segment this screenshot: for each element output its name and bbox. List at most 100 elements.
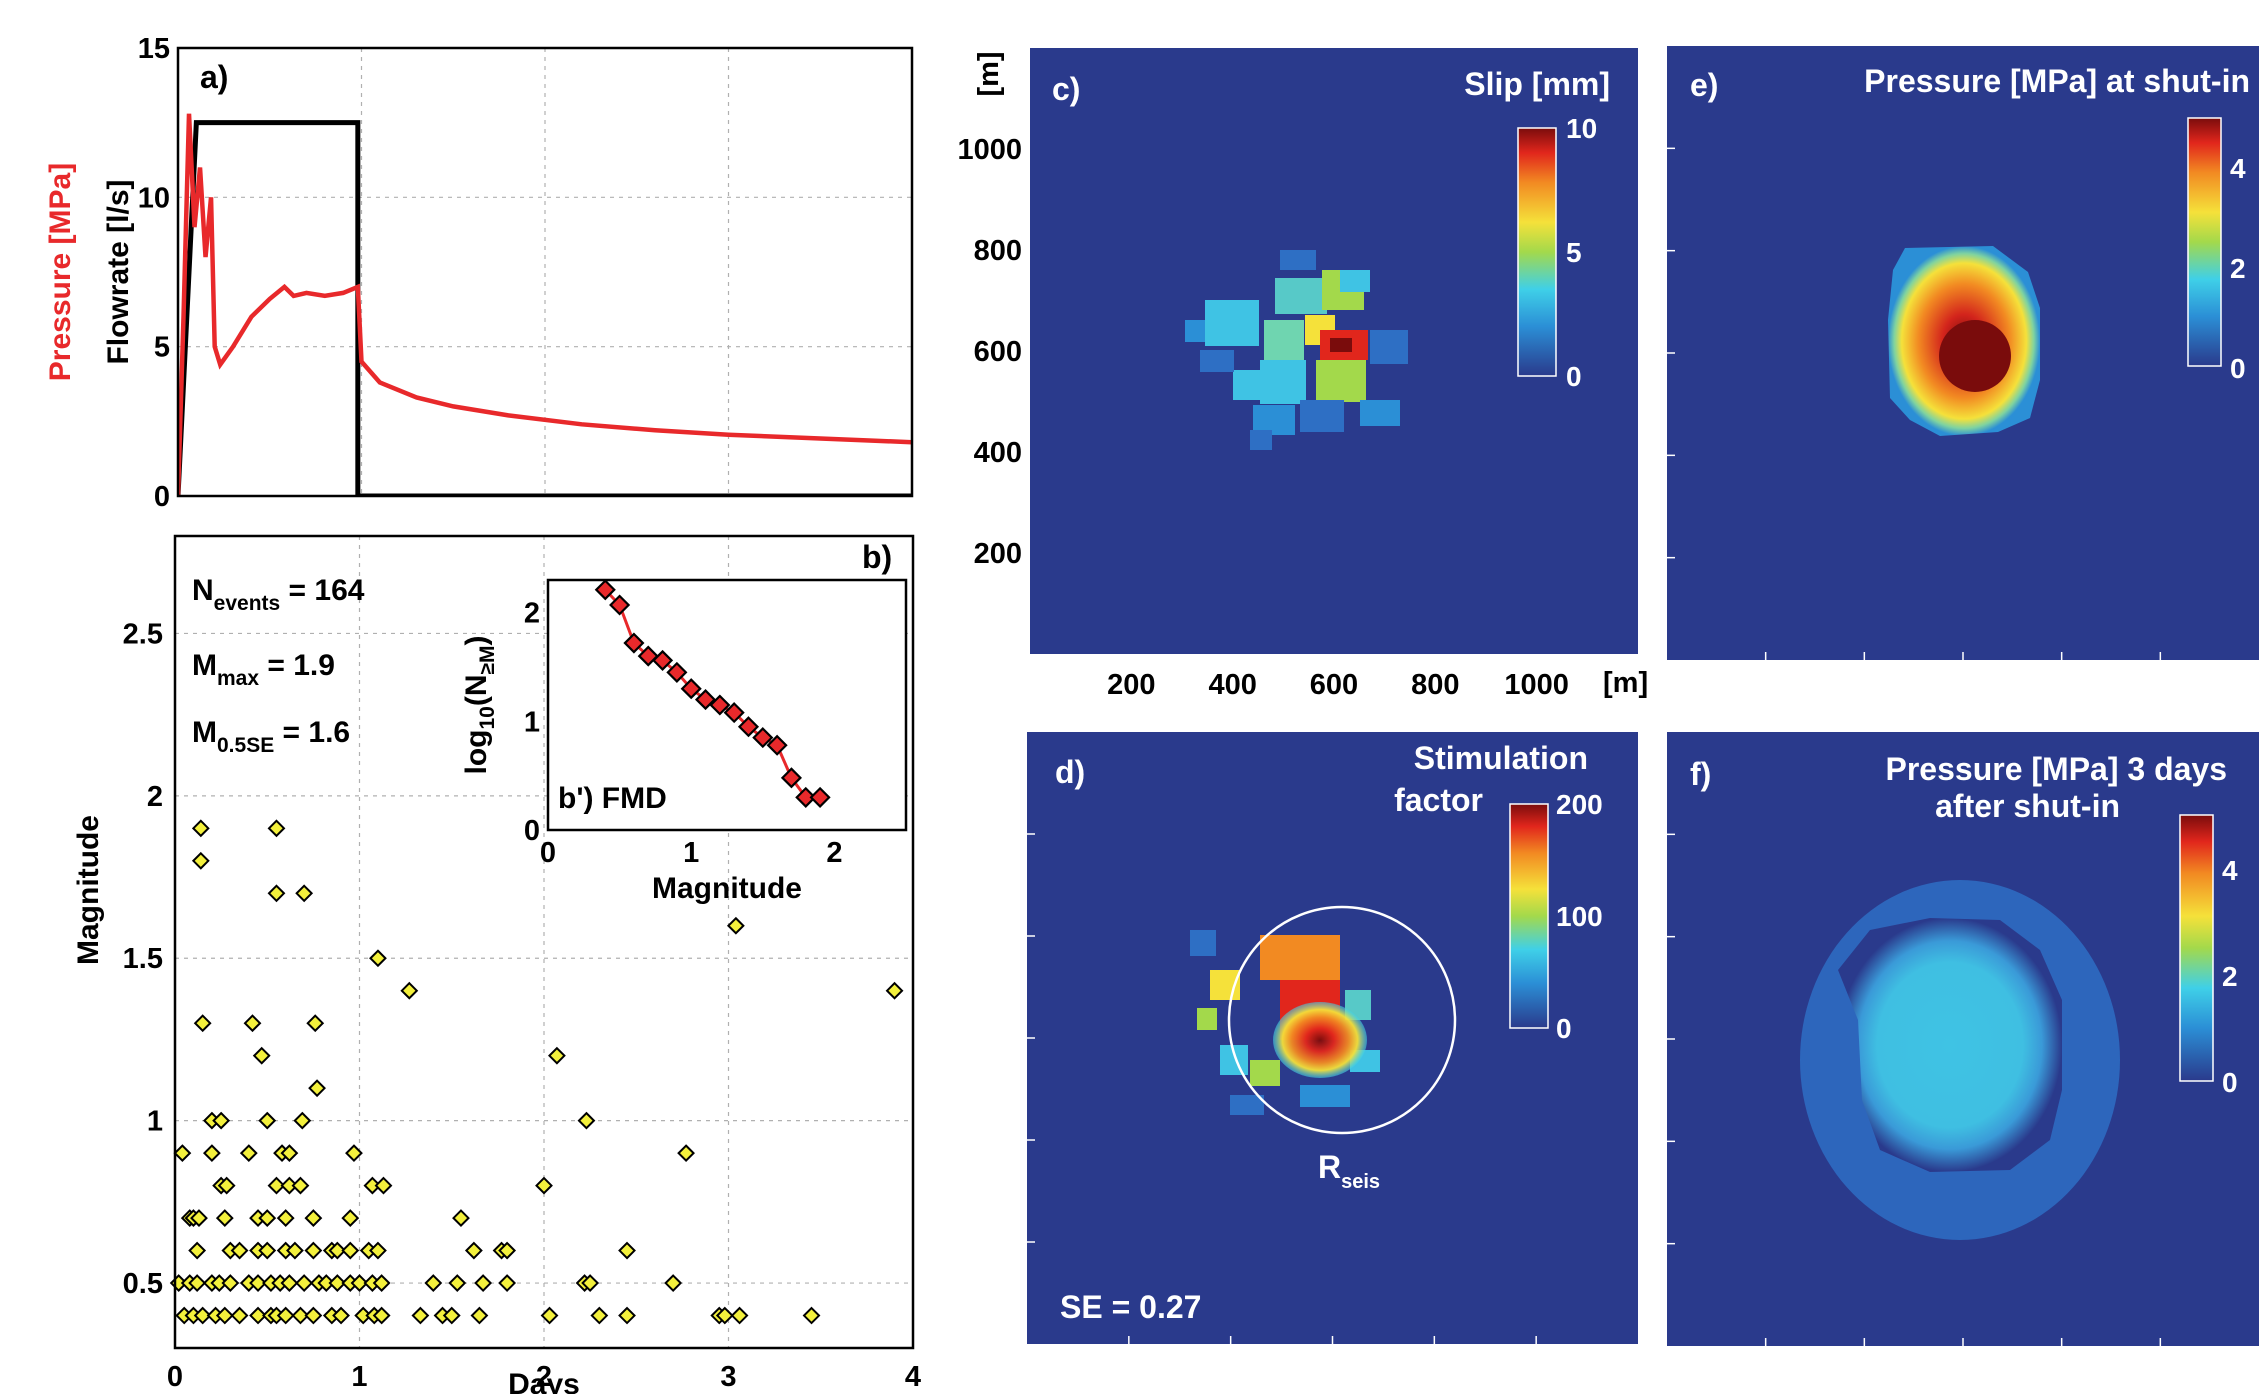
event-marker — [442, 1306, 461, 1325]
panel-a-ticks: 0 5 10 15 — [138, 33, 170, 513]
event-marker — [308, 1079, 326, 1098]
panel-d-title: d) — [1055, 754, 1085, 790]
event-marker — [239, 1144, 258, 1163]
event-marker — [267, 884, 286, 903]
pressure-shutin-colorbar-tick: 4 — [2230, 153, 2246, 184]
slip-colorbar-title: Slip [mm] — [1464, 66, 1610, 102]
fmd-point — [709, 694, 731, 716]
panel-b-xtick-label: 0 — [167, 1361, 183, 1393]
event-marker — [267, 1176, 286, 1195]
fmd-inset-xlabel: Magnitude — [652, 872, 802, 905]
panel-b-ytick-label: 2.5 — [123, 618, 163, 650]
panel-e-axis-ticks — [1667, 147, 2162, 660]
event-marker — [215, 1209, 234, 1227]
pressure-3days-colorbar-title-line1: Pressure [MPa] 3 days — [1886, 751, 2228, 787]
panel-c-xtick-label: 800 — [1411, 669, 1459, 701]
slip-patch — [1264, 320, 1304, 360]
panel-c-xtick-label: 400 — [1208, 669, 1256, 701]
panel-c-xtick-label: 200 — [1107, 669, 1155, 701]
event-marker — [193, 1306, 212, 1325]
event-marker — [293, 1111, 312, 1130]
panel-c: c) Slip [mm] 0 5 10 200 400 600 800 1000 200 400… — [957, 48, 1648, 701]
event-marker — [173, 1144, 192, 1163]
panel-b-xtick-label: 1 — [351, 1361, 367, 1393]
event-marker — [306, 1014, 325, 1033]
event-marker — [280, 1144, 299, 1163]
panel-b-xtick-label: 2 — [536, 1361, 552, 1393]
panel-c-xtick-label: 1000 — [1504, 669, 1569, 701]
panel-c-ytick-label: 200 — [974, 538, 1022, 570]
panel-b-xtick-label: 4 — [905, 1361, 921, 1393]
panel-b-xtick-label: 3 — [720, 1361, 736, 1393]
panel-c-yunit: [m] — [973, 51, 1005, 96]
panel-a-frame — [176, 46, 914, 498]
event-marker — [243, 1014, 262, 1033]
event-marker — [590, 1306, 609, 1325]
fmd-inset: 0 1 2 0 1 2 b') FMD Magnitude log10(N≥M) — [460, 578, 908, 905]
event-marker — [286, 1241, 304, 1260]
panel-c-axis-ticks: 200 400 600 800 1000 200 400 600 800 1000 — [957, 134, 1568, 701]
n-events-stat: Nevents = 164 — [192, 574, 365, 615]
panel-b-ytick-label: 0.5 — [123, 1268, 163, 1300]
slip-patch — [1185, 320, 1205, 342]
slip-patch — [1316, 360, 1366, 402]
panel-b-ytick-label: 1.5 — [123, 943, 163, 975]
m-05se-stat: M0.5SE = 1.6 — [192, 716, 350, 757]
event-marker — [448, 1274, 467, 1292]
stimulation-colorbar-title-line1: Stimulation — [1414, 740, 1588, 776]
pressure-3days-colorbar-tick: 2 — [2222, 961, 2238, 992]
event-marker — [295, 1274, 314, 1292]
fmd-point — [752, 727, 774, 749]
event-marker — [304, 1209, 323, 1227]
event-marker — [217, 1176, 236, 1195]
panel-b-title: b) — [862, 539, 892, 575]
fmd-point — [694, 689, 717, 711]
event-marker — [540, 1306, 559, 1325]
event-marker — [328, 1274, 347, 1292]
fmd-ytick-label: 1 — [524, 706, 540, 738]
slip-patch — [1200, 350, 1234, 372]
slip-colorbar-tick: 10 — [1566, 113, 1597, 144]
slip-patch — [1205, 300, 1259, 346]
fmd-inset-title: b') FMD — [558, 782, 667, 815]
panel-c-ytick-label: 400 — [974, 437, 1022, 469]
fmd-point — [723, 702, 745, 724]
stimulation-patch — [1230, 1095, 1264, 1115]
slip-patch — [1280, 250, 1316, 270]
panel-b-frame — [173, 534, 915, 1350]
event-marker — [280, 1274, 299, 1292]
slip-colorbar-tick: 0 — [1566, 361, 1582, 392]
stimulation-colorbar-tick: 100 — [1556, 901, 1603, 932]
m-max-stat: Mmax = 1.9 — [192, 649, 335, 690]
panel-b-ytick-label: 1 — [147, 1106, 163, 1138]
panel-f-axis-ticks — [1667, 833, 2162, 1346]
event-marker — [291, 1306, 310, 1325]
event-marker — [452, 1209, 470, 1227]
slip-colorbar-tick: 5 — [1566, 237, 1582, 268]
stimulation-patch — [1190, 930, 1216, 956]
event-marker — [188, 1274, 207, 1292]
event-marker — [400, 981, 419, 1000]
stimulation-patch — [1250, 1060, 1280, 1086]
stimulation-colorbar-tick: 200 — [1556, 789, 1603, 820]
panel-a-ytick-label: 15 — [138, 33, 170, 65]
panel-b-points — [169, 819, 904, 1325]
event-marker — [618, 1241, 636, 1260]
slip-patch — [1370, 330, 1408, 364]
pressure-3days-colorbar-tick: 4 — [2222, 855, 2238, 886]
pressure-shutin-core — [1939, 320, 2011, 392]
fmd-point — [609, 594, 631, 616]
pressure-shutin-colorbar-title: Pressure [MPa] at shut-in — [1864, 63, 2250, 99]
panel-a-ytick-label: 10 — [138, 182, 170, 214]
pressure-shutin-colorbar-tick: 0 — [2230, 353, 2246, 384]
event-marker — [221, 1274, 240, 1292]
fmd-ytick-label: 2 — [524, 598, 540, 630]
event-marker — [411, 1306, 430, 1325]
event-marker — [677, 1144, 695, 1163]
pressure-axis-label: Pressure [MPa] — [44, 163, 77, 381]
panel-a-ytick-label: 0 — [154, 481, 170, 513]
event-marker — [258, 1209, 277, 1227]
slip-patch — [1300, 400, 1344, 432]
slip-patch — [1250, 430, 1272, 450]
pressure-shutin-colorbar-ticks: 0 2 4 — [2230, 153, 2246, 384]
